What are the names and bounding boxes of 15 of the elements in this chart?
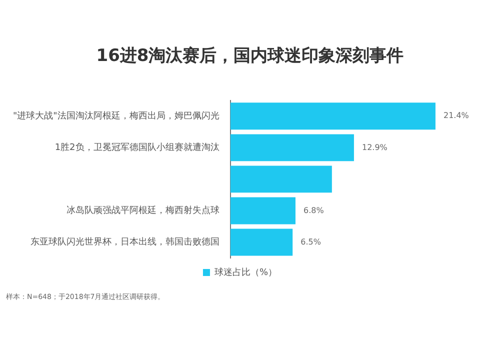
data-label: 6.5% <box>300 237 322 246</box>
y-tick-label: 冰岛队顽强战平阿根廷，梅西射失点球 <box>66 205 220 216</box>
bar <box>230 197 296 224</box>
y-tick-label: 1胜2负，卫冕冠军德国队小组赛就遭淘汰 <box>54 142 220 154</box>
y-tick-label: "进球大战"法国淘汰阿根廷，梅西出局，姆巴佩闪光 <box>13 110 220 122</box>
bar <box>230 134 354 162</box>
legend-label: 球迷占比（%） <box>214 266 278 278</box>
bar <box>230 228 293 256</box>
data-label: 21.4% <box>443 111 470 120</box>
data-label: 12.9% <box>362 142 388 152</box>
bar <box>230 166 332 193</box>
chart-title: 16进8淘汰赛后，国内球迷印象深刻事件 <box>95 45 405 67</box>
bar <box>230 102 436 130</box>
y-tick-label: 东亚球队闪光世界杯，日本出线，韩国击败德国 <box>30 236 220 248</box>
data-label: 6.8% <box>303 206 324 215</box>
